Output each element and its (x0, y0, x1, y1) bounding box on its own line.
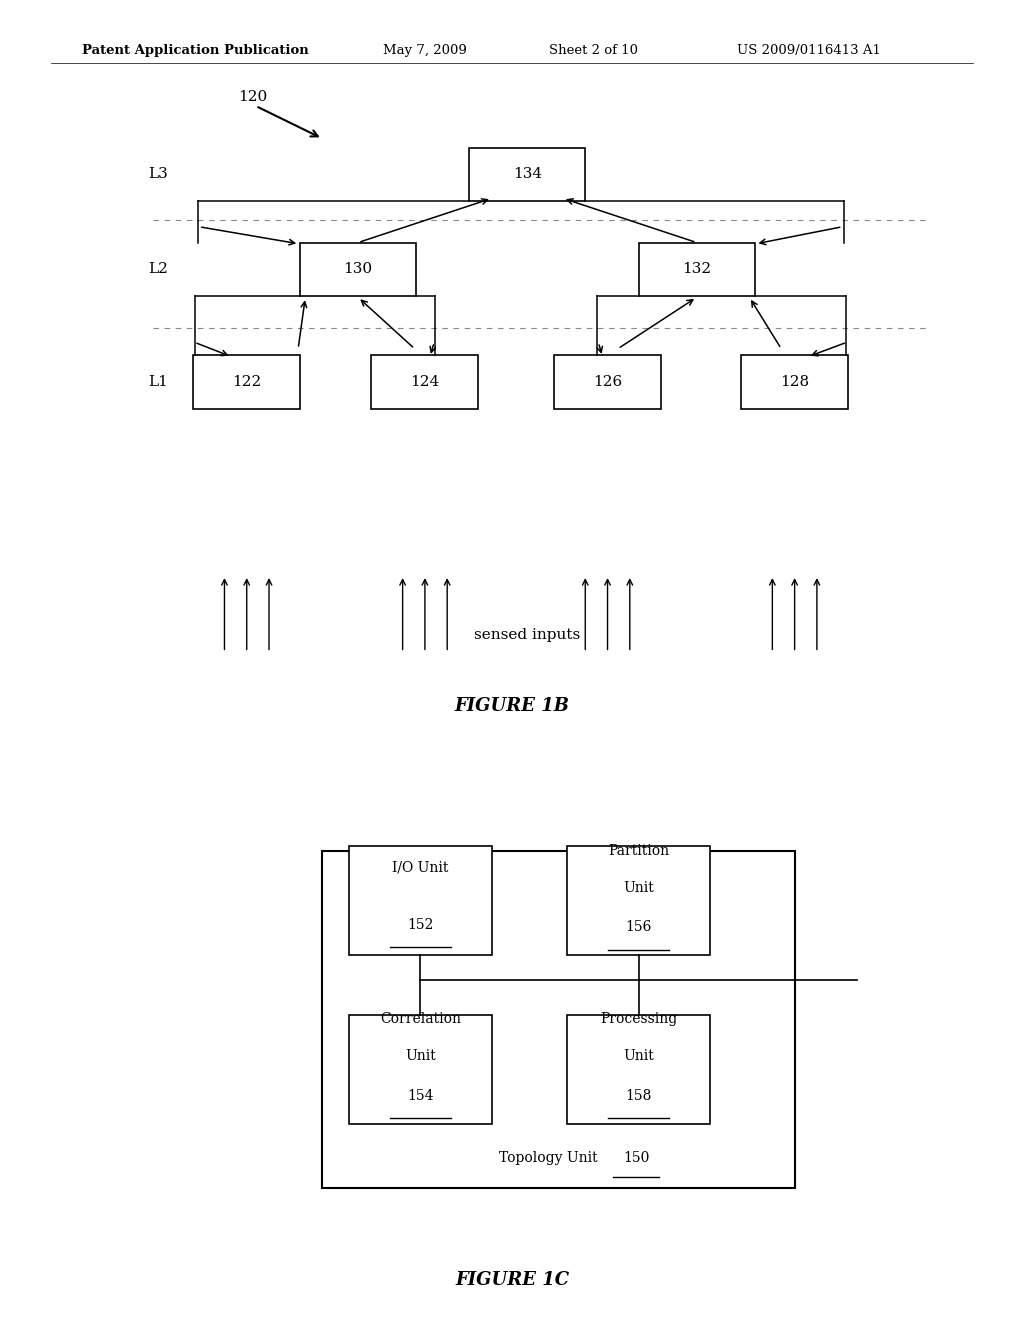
Text: Unit: Unit (624, 880, 654, 895)
Text: L2: L2 (147, 263, 168, 276)
Text: 126: 126 (593, 375, 623, 389)
Bar (741, 355, 848, 409)
Text: 152: 152 (408, 917, 433, 932)
Text: Correlation: Correlation (380, 1012, 461, 1026)
Bar (372, 355, 478, 409)
Text: I/O Unit: I/O Unit (392, 861, 449, 875)
Text: FIGURE 1C: FIGURE 1C (455, 1271, 569, 1290)
Bar (349, 1015, 492, 1123)
Text: 130: 130 (343, 263, 373, 276)
Text: Unit: Unit (406, 1049, 436, 1063)
Text: 122: 122 (232, 375, 261, 389)
Text: Partition: Partition (608, 843, 670, 858)
Bar (349, 846, 492, 956)
Bar (567, 1015, 710, 1123)
Bar (323, 851, 795, 1188)
Text: sensed inputs: sensed inputs (474, 627, 581, 642)
Text: Sheet 2 of 10: Sheet 2 of 10 (550, 44, 638, 57)
Bar (567, 846, 710, 956)
Text: L3: L3 (147, 168, 168, 181)
Text: L1: L1 (147, 375, 168, 389)
Text: 156: 156 (626, 920, 652, 935)
Text: 124: 124 (411, 375, 439, 389)
Bar (554, 355, 662, 409)
Text: 132: 132 (682, 263, 712, 276)
Text: Unit: Unit (624, 1049, 654, 1063)
Text: Processing: Processing (600, 1012, 677, 1026)
Text: 120: 120 (238, 90, 267, 104)
Text: 128: 128 (780, 375, 809, 389)
Text: Patent Application Publication: Patent Application Publication (82, 44, 308, 57)
Text: FIGURE 1B: FIGURE 1B (455, 697, 569, 715)
Text: May 7, 2009: May 7, 2009 (383, 44, 467, 57)
Text: 150: 150 (623, 1151, 649, 1166)
Text: 158: 158 (626, 1089, 652, 1102)
Text: 134: 134 (513, 168, 542, 181)
Bar (639, 243, 755, 296)
Text: Topology Unit: Topology Unit (500, 1151, 602, 1166)
Bar (300, 243, 416, 296)
Text: US 2009/0116413 A1: US 2009/0116413 A1 (737, 44, 881, 57)
Text: 154: 154 (408, 1089, 434, 1102)
Bar (469, 148, 586, 201)
Bar (194, 355, 300, 409)
